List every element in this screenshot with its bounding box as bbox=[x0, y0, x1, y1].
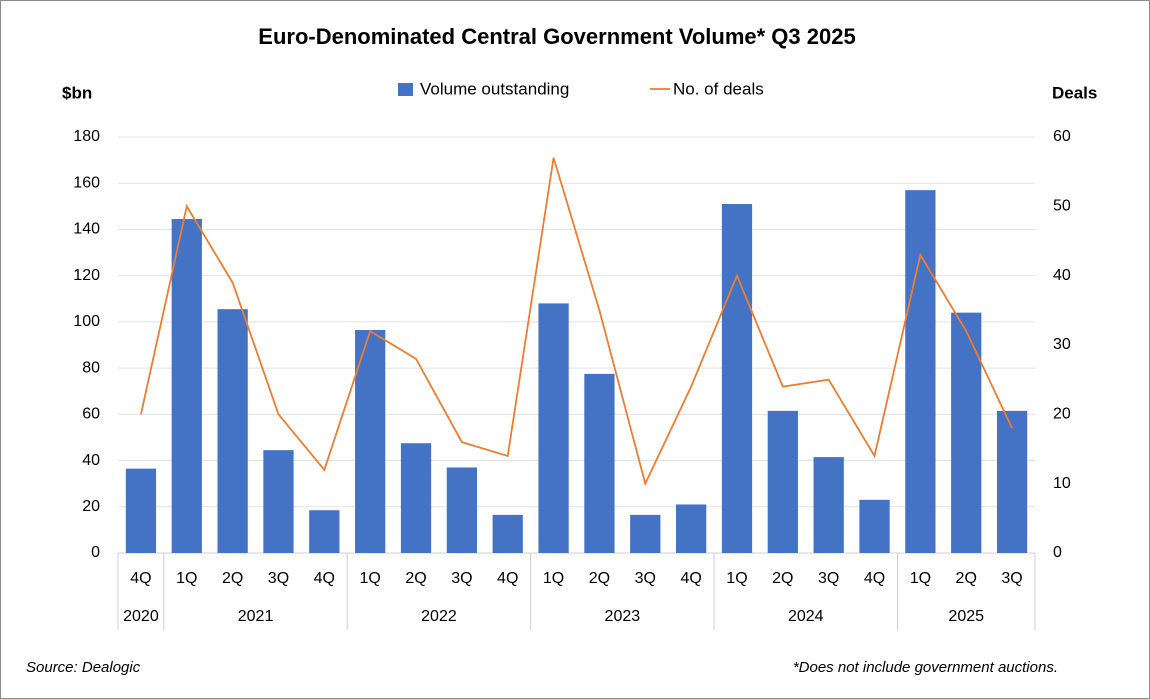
x-tick-label: 2Q bbox=[405, 570, 426, 587]
bar bbox=[492, 514, 523, 553]
bar bbox=[584, 373, 615, 553]
y-tick-label: 80 bbox=[82, 359, 100, 376]
bar bbox=[217, 309, 248, 553]
y-tick-label: 160 bbox=[73, 174, 100, 191]
bar bbox=[446, 467, 478, 553]
bar bbox=[309, 510, 340, 553]
x-tick-label: 3Q bbox=[635, 570, 656, 587]
x-tick-label: 1Q bbox=[176, 570, 197, 587]
y2-tick-label: 60 bbox=[1053, 128, 1071, 145]
source: Source: Dealogic bbox=[26, 659, 141, 676]
x-tick-label: 1Q bbox=[726, 570, 747, 587]
y2-axis-title: Deals bbox=[1052, 83, 1097, 102]
y-tick-label: 180 bbox=[73, 128, 100, 145]
legend-label: Volume outstanding bbox=[420, 79, 569, 98]
bar bbox=[859, 499, 890, 553]
x-tick-label: 4Q bbox=[680, 570, 701, 587]
x-tick-label: 3Q bbox=[451, 570, 472, 587]
y-tick-label: 40 bbox=[82, 452, 100, 469]
y2-tick-label: 10 bbox=[1053, 475, 1071, 492]
y2-tick-label: 20 bbox=[1053, 406, 1071, 423]
y-axis-title: $bn bbox=[62, 83, 92, 102]
y2-tick-label: 30 bbox=[1053, 336, 1071, 353]
legend-label: No. of deals bbox=[673, 79, 764, 98]
x-tick-label: 1Q bbox=[543, 570, 564, 587]
x-tick-label: 4Q bbox=[864, 570, 885, 587]
year-label: 2020 bbox=[123, 608, 159, 625]
x-tick-label: 2Q bbox=[956, 570, 977, 587]
bar bbox=[125, 468, 157, 553]
year-label: 2025 bbox=[948, 608, 984, 625]
x-tick-label: 3Q bbox=[1001, 570, 1022, 587]
x-tick-label: 2Q bbox=[222, 570, 243, 587]
bar bbox=[767, 410, 798, 553]
bar bbox=[263, 450, 294, 553]
year-label: 2023 bbox=[605, 608, 641, 625]
bar bbox=[538, 303, 569, 553]
year-label: 2021 bbox=[238, 608, 274, 625]
x-tick-label: 4Q bbox=[314, 570, 335, 587]
bar bbox=[813, 457, 844, 553]
year-label: 2024 bbox=[788, 608, 824, 625]
y-tick-label: 120 bbox=[73, 267, 100, 284]
y2-tick-label: 40 bbox=[1053, 267, 1071, 284]
line bbox=[140, 157, 1013, 487]
y-tick-label: 140 bbox=[73, 221, 100, 238]
x-tick-label: 1Q bbox=[360, 570, 381, 587]
legend-swatch bbox=[398, 83, 413, 96]
year-label: 2022 bbox=[421, 608, 457, 625]
x-tick-label: 4Q bbox=[497, 570, 518, 587]
bar bbox=[171, 219, 202, 554]
bar bbox=[905, 190, 936, 553]
bar bbox=[400, 443, 432, 553]
bar bbox=[630, 514, 661, 553]
y-tick-label: 60 bbox=[82, 406, 100, 423]
bar bbox=[675, 504, 707, 553]
chart-title: Euro-Denominated Central Government Volu… bbox=[258, 24, 855, 49]
y-tick-label: 100 bbox=[73, 313, 100, 330]
y2-tick-label: 0 bbox=[1053, 544, 1062, 561]
x-tick-label: 3Q bbox=[268, 570, 289, 587]
x-tick-label: 4Q bbox=[130, 570, 151, 587]
y-tick-label: 0 bbox=[91, 544, 100, 561]
y-tick-label: 20 bbox=[82, 498, 100, 515]
bar bbox=[951, 312, 982, 553]
x-tick-label: 2Q bbox=[589, 570, 610, 587]
bar bbox=[721, 204, 753, 553]
x-tick-label: 3Q bbox=[818, 570, 839, 587]
x-tick-label: 2Q bbox=[772, 570, 793, 587]
y2-tick-label: 50 bbox=[1053, 198, 1071, 215]
x-tick-label: 1Q bbox=[910, 570, 931, 587]
footnote: *Does not include government auctions. bbox=[793, 659, 1058, 676]
bar bbox=[355, 329, 386, 553]
bar bbox=[996, 410, 1028, 553]
